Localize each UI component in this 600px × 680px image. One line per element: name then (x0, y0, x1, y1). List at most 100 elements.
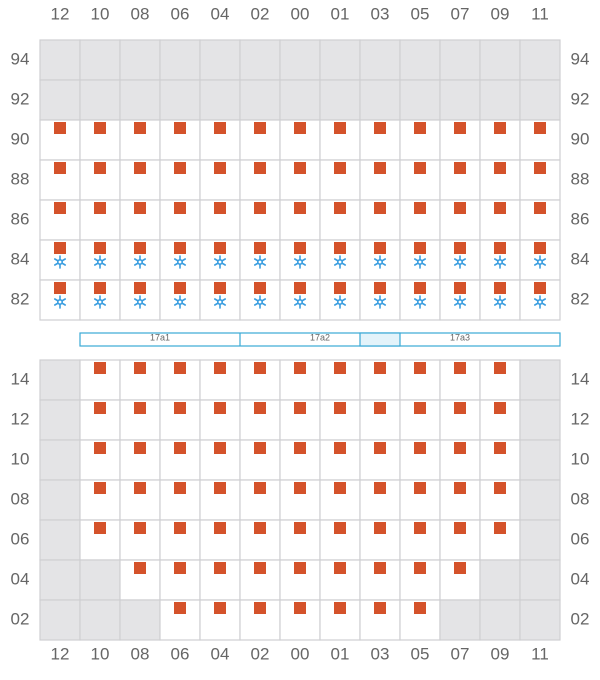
item-marker (294, 602, 306, 614)
cell (519, 519, 561, 561)
row-label: 04 (11, 569, 30, 588)
item-marker (294, 562, 306, 574)
cell (359, 519, 401, 561)
item-marker (174, 202, 186, 214)
item-marker (294, 522, 306, 534)
cell (199, 39, 241, 81)
item-marker (94, 162, 106, 174)
cell (439, 79, 481, 121)
item-marker (494, 242, 506, 254)
item-marker (174, 482, 186, 494)
column-label: 09 (491, 4, 510, 23)
cell (39, 599, 81, 641)
item-marker (454, 242, 466, 254)
zone-highlight (359, 332, 401, 347)
cell (519, 439, 561, 481)
item-marker (334, 562, 346, 574)
cell (119, 39, 161, 81)
snowflake-icon (414, 295, 426, 309)
cell (519, 79, 561, 121)
item-marker (414, 482, 426, 494)
item-marker (254, 482, 266, 494)
item-marker (494, 442, 506, 454)
snowflake-icon (494, 295, 506, 309)
cell (39, 39, 81, 81)
column-label: 03 (371, 644, 390, 663)
cell (239, 39, 281, 81)
item-marker (334, 242, 346, 254)
item-marker (374, 282, 386, 294)
cell (239, 79, 281, 121)
snowflake-icon (54, 295, 66, 309)
item-marker (254, 562, 266, 574)
row-label: 02 (11, 609, 30, 628)
item-marker (134, 362, 146, 374)
cell (159, 599, 201, 641)
item-marker (94, 242, 106, 254)
item-marker (94, 282, 106, 294)
cell (199, 79, 241, 121)
item-marker (414, 242, 426, 254)
cell (79, 559, 121, 601)
column-label: 03 (371, 4, 390, 23)
item-marker (134, 402, 146, 414)
column-label: 02 (251, 644, 270, 663)
cell (479, 599, 521, 641)
row-label: 06 (571, 529, 590, 548)
item-marker (334, 282, 346, 294)
cell (79, 479, 121, 521)
snowflake-icon (134, 295, 146, 309)
snowflake-icon (374, 255, 386, 269)
item-marker (454, 402, 466, 414)
item-marker (334, 602, 346, 614)
item-marker (134, 482, 146, 494)
item-marker (414, 522, 426, 534)
item-marker (374, 522, 386, 534)
cell (39, 439, 81, 481)
snowflake-icon (334, 255, 346, 269)
item-marker (214, 522, 226, 534)
item-marker (174, 602, 186, 614)
item-marker (174, 442, 186, 454)
snowflake-icon (374, 295, 386, 309)
column-label: 01 (331, 644, 350, 663)
item-marker (134, 522, 146, 534)
snowflake-icon (534, 295, 546, 309)
item-marker (94, 442, 106, 454)
cell (39, 79, 81, 121)
row-label: 04 (571, 569, 590, 588)
item-marker (94, 402, 106, 414)
cell (79, 599, 121, 641)
item-marker (174, 122, 186, 134)
item-marker (214, 202, 226, 214)
cell (479, 39, 521, 81)
item-marker (374, 202, 386, 214)
snowflake-icon (494, 255, 506, 269)
item-marker (414, 162, 426, 174)
item-marker (494, 122, 506, 134)
item-marker (254, 202, 266, 214)
item-marker (254, 602, 266, 614)
item-marker (94, 522, 106, 534)
item-marker (494, 202, 506, 214)
column-label: 04 (211, 644, 230, 663)
cell (39, 519, 81, 561)
row-label: 82 (571, 289, 590, 308)
cell (119, 79, 161, 121)
item-marker (94, 122, 106, 134)
item-marker (294, 202, 306, 214)
snowflake-icon (454, 255, 466, 269)
item-marker (454, 522, 466, 534)
row-label: 06 (11, 529, 30, 548)
snowflake-icon (94, 255, 106, 269)
item-marker (374, 482, 386, 494)
row-label: 88 (571, 169, 590, 188)
item-marker (214, 122, 226, 134)
cell (439, 599, 481, 641)
item-marker (214, 362, 226, 374)
cell (439, 199, 481, 241)
row-label: 92 (11, 89, 30, 108)
item-marker (334, 522, 346, 534)
item-marker (534, 122, 546, 134)
row-label: 08 (571, 489, 590, 508)
